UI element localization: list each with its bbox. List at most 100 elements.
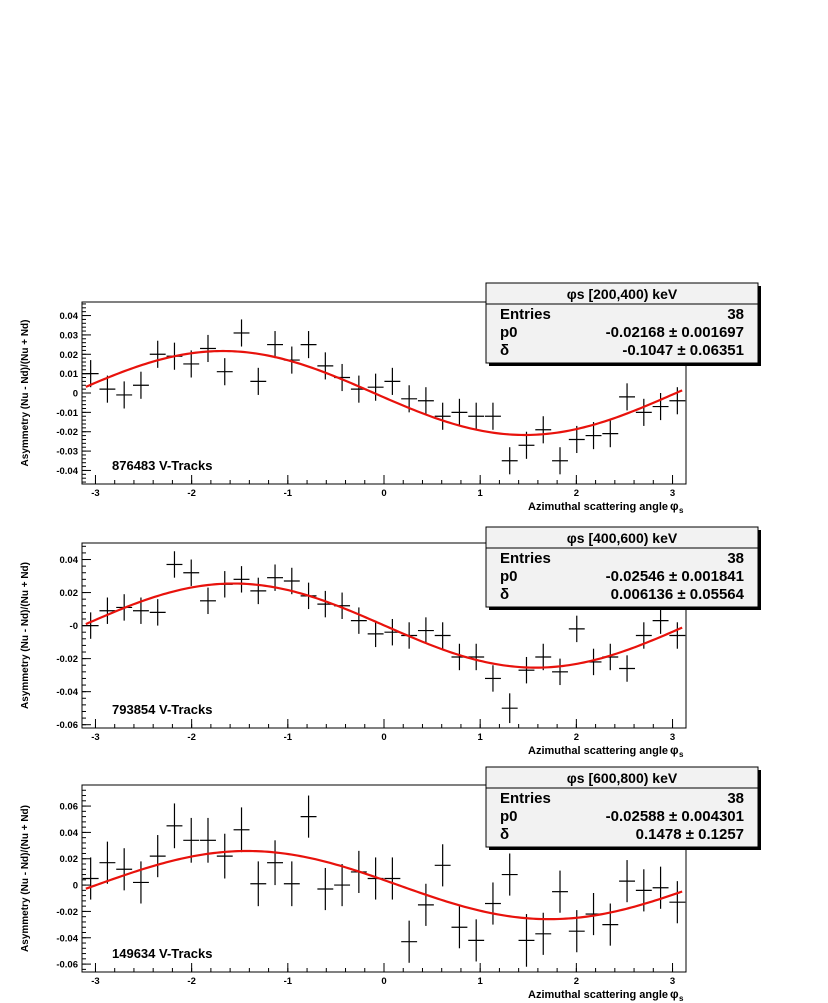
y-tick-label: 0	[73, 389, 78, 400]
data-point	[166, 551, 183, 578]
stats-box-title: φs [400,600) keV	[567, 530, 678, 546]
data-point	[417, 387, 434, 415]
stats-label: p0	[500, 324, 518, 341]
data-point	[518, 914, 535, 967]
data-point	[82, 857, 99, 900]
stats-value: 0.1478 ± 0.1257	[636, 826, 744, 843]
data-point	[669, 881, 686, 924]
data-point	[501, 853, 518, 896]
data-point	[116, 381, 133, 409]
stats-box-title: φs [600,800) keV	[567, 770, 678, 786]
data-point	[401, 920, 418, 963]
data-point	[585, 422, 602, 450]
data-point	[149, 835, 166, 878]
stats-box-title: φs [200,400) keV	[567, 286, 678, 302]
stats-box: φs [600,800) keV Entries 38 p0 -0.02588 ± 0.…	[485, 766, 761, 850]
x-tick-label: 2	[574, 732, 579, 743]
data-point	[82, 612, 99, 639]
data-point	[669, 622, 686, 649]
x-tick-label: 3	[670, 976, 675, 987]
y-tick-label: -0.04	[56, 687, 78, 698]
stats-box-body	[485, 282, 759, 364]
data-point	[518, 656, 535, 684]
data-point	[468, 919, 485, 962]
x-axis-phi-subscript: s	[679, 506, 684, 515]
data-point	[619, 655, 636, 682]
stats-value: 38	[727, 306, 744, 323]
data-point	[485, 402, 501, 430]
data-point	[635, 398, 652, 426]
y-tick-label: -0.02	[56, 654, 78, 665]
track-count-annotation: 149634 V-Tracks	[112, 946, 212, 961]
data-point	[485, 882, 501, 925]
chart-panel-1: -0.04 -0.03 -0.02 -0.01 0 0.01 0.02 0.03 0.04 -3 -…	[20, 282, 761, 515]
stats-value: 0.006136 ± 0.05564	[611, 586, 745, 603]
data-point	[552, 447, 568, 475]
y-tick-label: -0.02	[56, 907, 78, 918]
stats-box-body	[485, 526, 759, 608]
y-axis-label: Asymmetry (Nu - Nd)/(Nu + Nd)	[20, 805, 31, 952]
data-point	[166, 803, 183, 849]
data-point	[334, 864, 351, 907]
data-point	[451, 398, 468, 426]
y-tick-label: 0.04	[60, 555, 79, 566]
y-tick-label: -0.04	[56, 466, 78, 477]
x-tick-label: 3	[670, 732, 675, 743]
data-point	[568, 425, 585, 454]
y-tick-label: -0.06	[56, 960, 78, 971]
data-point	[417, 617, 434, 644]
y-tick-label: 0.03	[60, 330, 79, 341]
fit-curve	[85, 849, 683, 921]
data-point	[200, 587, 216, 615]
data-point	[283, 861, 300, 907]
data-point	[132, 861, 149, 904]
data-point	[468, 643, 485, 671]
y-tick-label: -0	[70, 621, 78, 632]
y-tick-label: -0.02	[56, 427, 78, 438]
data-point	[619, 860, 636, 903]
data-points	[82, 795, 686, 967]
data-point	[501, 693, 518, 724]
data-point	[116, 848, 133, 891]
x-tick-label: -2	[187, 976, 195, 987]
stats-value: -0.02168 ± 0.001697	[606, 324, 744, 341]
y-axis-label: Asymmetry (Nu - Nd)/(Nu + Nd)	[20, 320, 31, 467]
fit-curve	[85, 582, 683, 669]
y-tick-label: 0.04	[60, 828, 79, 839]
data-point	[317, 867, 334, 911]
data-point	[267, 331, 283, 359]
data-point	[317, 352, 334, 380]
data-point	[149, 599, 166, 626]
chart-panel-3: -0.06 -0.04 -0.02 0 0.02 0.04 0.06 -3 -2 -1 0 1 2 3Az…	[20, 766, 761, 1003]
fit-curve	[85, 349, 683, 437]
data-point	[652, 866, 669, 909]
stats-label: p0	[500, 568, 518, 585]
chart-panel-2: -0.06 -0.04 -0.02 -0 0.02 0.04 -3 -2 -1 0 1 2 3Azimu…	[20, 526, 761, 759]
data-point	[300, 795, 317, 838]
data-point	[384, 857, 401, 900]
data-point	[200, 334, 216, 363]
stats-label: Entries	[500, 790, 551, 807]
data-point	[501, 447, 518, 475]
data-point	[485, 665, 501, 692]
x-axis-label: Azimuthal scattering angle	[528, 989, 668, 1001]
y-tick-label: -0.01	[56, 408, 78, 419]
y-tick-label: 0	[73, 881, 78, 892]
x-tick-label: -1	[284, 488, 293, 499]
data-point	[99, 841, 116, 884]
data-point	[350, 607, 367, 634]
data-point	[434, 622, 451, 649]
data-point	[552, 870, 568, 913]
data-point	[568, 615, 585, 643]
data-point	[300, 331, 317, 359]
data-point	[183, 817, 200, 863]
data-point	[552, 658, 568, 686]
data-point	[468, 402, 485, 430]
x-axis-phi-symbol: φ	[670, 743, 679, 757]
data-point	[250, 577, 267, 605]
x-tick-label: -2	[187, 732, 195, 743]
x-tick-label: 1	[478, 732, 484, 743]
data-point	[417, 883, 434, 926]
stats-value: -0.02588 ± 0.004301	[606, 808, 744, 825]
data-point	[535, 416, 552, 444]
